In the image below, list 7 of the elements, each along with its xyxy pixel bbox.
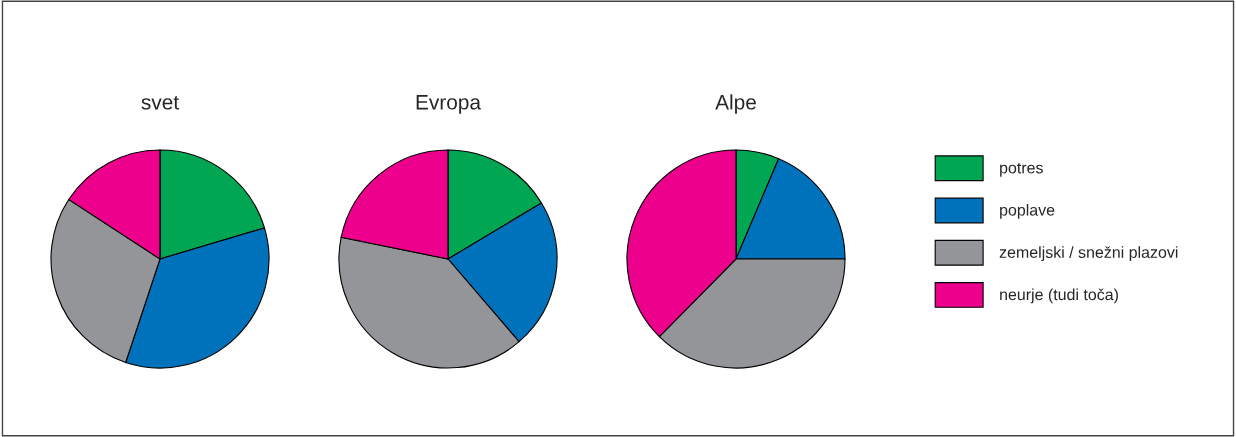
chart-title: Alpe	[715, 94, 756, 114]
legend-label: poplave	[1000, 203, 1055, 219]
legend-label: zemeljski / snežni plazovi	[999, 246, 1178, 262]
legend-label: potres	[1000, 162, 1043, 177]
chart-title: svet	[141, 95, 179, 110]
chart-title: Evropa	[416, 95, 482, 114]
legend-label: neurje (tudi toča)	[1000, 288, 1118, 304]
